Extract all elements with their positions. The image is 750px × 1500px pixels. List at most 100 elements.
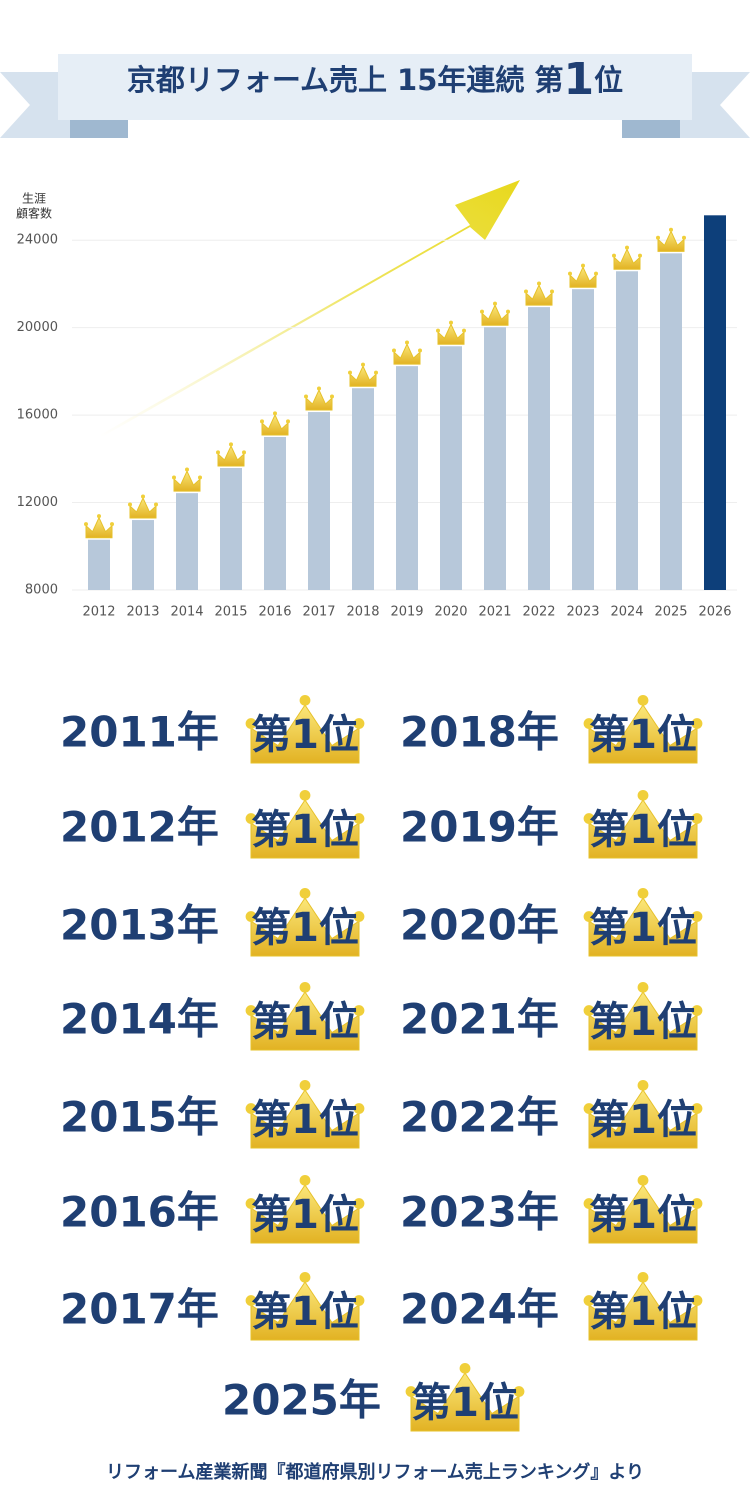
crown-jewel [550, 289, 554, 294]
crown [245, 1079, 365, 1149]
ranking-item: 2012年 第1位 [60, 789, 365, 859]
x-tick-label: 2023 [566, 605, 599, 620]
ranking-rank: 第1位 [251, 1192, 359, 1238]
crown-jewel [637, 789, 649, 801]
crown [392, 340, 422, 365]
crown-shape [588, 1089, 698, 1149]
ranking-rank: 第1位 [589, 1192, 697, 1238]
source-note: リフォーム産業新聞『都道府県別リフォーム売上ランキング』より [106, 1461, 644, 1483]
crown-jewel [583, 718, 595, 729]
crown-jewel [128, 502, 132, 507]
x-tick-label: 2014 [170, 605, 203, 620]
crown [612, 245, 642, 270]
crown-jewel [392, 348, 396, 353]
crown-jewel [682, 235, 686, 240]
crown-jewel [583, 1005, 595, 1016]
ribbon-fold [622, 120, 680, 138]
crown-jewel [260, 419, 264, 424]
crown [348, 362, 378, 387]
ranking-rank: 第1位 [251, 1097, 359, 1143]
crown-jewel [581, 263, 585, 268]
ranking-item: 2021年 第1位 [400, 981, 703, 1051]
ranking-year: 2016年 [60, 1188, 219, 1237]
y-tick-label: 20000 [17, 320, 58, 335]
crown-jewel [348, 370, 352, 375]
y-tick-label: 24000 [17, 233, 58, 248]
crown-jewel [480, 309, 484, 314]
ranking-item: 2011年 第1位 [60, 694, 365, 764]
crown-jewel [330, 394, 334, 399]
crown [583, 1271, 703, 1341]
crown-jewel [583, 813, 595, 824]
crown [245, 981, 365, 1051]
growth-arrow [100, 180, 520, 437]
title-number: 1 [564, 54, 595, 105]
bar [528, 307, 550, 590]
ranking-year: 2025年 [222, 1376, 381, 1425]
crown-jewel [436, 328, 440, 333]
x-tick-label: 2016 [258, 605, 291, 620]
ribbon-left [0, 72, 70, 138]
crown-jewel [304, 394, 308, 399]
crown-shape [261, 413, 289, 436]
crown [524, 281, 554, 306]
ranking-rank: 第1位 [251, 807, 359, 853]
crown-jewel [449, 320, 453, 325]
crown-shape [173, 469, 201, 492]
ranking-year: 2015年 [60, 1093, 219, 1142]
crown-jewel [245, 911, 257, 922]
bar [132, 520, 154, 590]
crown-shape [217, 444, 245, 467]
crown-shape [129, 496, 157, 519]
crown-shape [250, 799, 360, 859]
crown-jewel [353, 813, 365, 824]
ranking-year: 2018年 [400, 708, 559, 757]
crown-shape [657, 230, 685, 252]
bar [440, 346, 462, 590]
crown [583, 789, 703, 859]
x-tick-label: 2012 [82, 605, 115, 620]
crown [216, 442, 246, 467]
ranking-item: 2015年 第1位 [60, 1079, 365, 1149]
crown-shape [588, 1184, 698, 1244]
x-tick-label: 2020 [434, 605, 467, 620]
crown-jewel [97, 514, 101, 519]
ranking-item: 2016年 第1位 [60, 1174, 365, 1244]
bar [616, 271, 638, 590]
x-tick-label: 2022 [522, 605, 555, 620]
bar [396, 366, 418, 590]
crown-jewel [245, 1103, 257, 1114]
ranking-item: 2025年 第1位 [222, 1362, 525, 1432]
ranking-year: 2023年 [400, 1188, 559, 1237]
crown-jewel [361, 362, 365, 367]
crown-jewel [537, 281, 541, 286]
crown-jewel [493, 301, 497, 306]
crown-jewel [418, 348, 422, 353]
crown-jewel [299, 981, 311, 993]
crown-jewel [154, 502, 158, 507]
crown [172, 467, 202, 492]
crown-jewel [637, 887, 649, 899]
crown-jewel [637, 1271, 649, 1283]
x-tick-label: 2024 [610, 605, 643, 620]
bar [264, 436, 286, 590]
crown-jewel [691, 813, 703, 824]
crown-jewel [637, 981, 649, 993]
ribbon-fold [70, 120, 128, 138]
crown-shape [305, 388, 333, 411]
title-text: 京都リフォーム売上 15年連続 第 [127, 63, 564, 97]
crown-shape [481, 304, 509, 326]
crown-jewel [299, 789, 311, 801]
crown-shape [250, 1281, 360, 1341]
crown [583, 1174, 703, 1244]
crown-jewel [568, 271, 572, 276]
crown [480, 301, 510, 326]
ranking-item: 2017年 第1位 [60, 1271, 365, 1341]
crown [568, 263, 598, 288]
crown-jewel [612, 253, 616, 258]
crown-jewel [299, 887, 311, 899]
crown-shape [250, 704, 360, 764]
